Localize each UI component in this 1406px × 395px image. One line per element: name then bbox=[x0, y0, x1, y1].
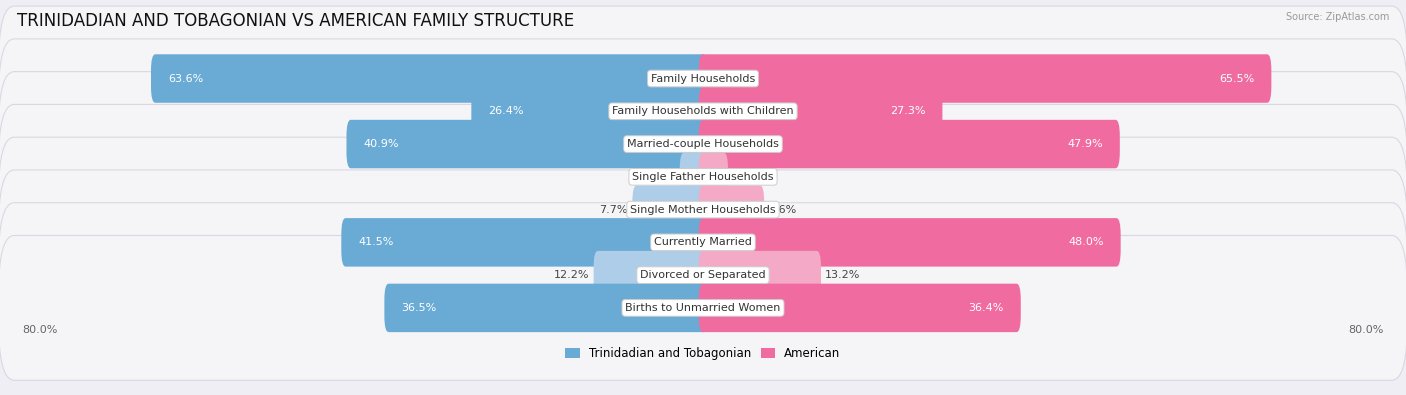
Text: 13.2%: 13.2% bbox=[825, 270, 860, 280]
FancyBboxPatch shape bbox=[633, 185, 707, 234]
Text: TRINIDADIAN AND TOBAGONIAN VS AMERICAN FAMILY STRUCTURE: TRINIDADIAN AND TOBAGONIAN VS AMERICAN F… bbox=[17, 12, 574, 30]
Text: 47.9%: 47.9% bbox=[1067, 139, 1102, 149]
Text: Single Father Households: Single Father Households bbox=[633, 172, 773, 182]
Text: 27.3%: 27.3% bbox=[890, 106, 925, 116]
Text: 7.7%: 7.7% bbox=[599, 205, 628, 214]
FancyBboxPatch shape bbox=[0, 39, 1406, 184]
Text: 2.2%: 2.2% bbox=[647, 172, 675, 182]
Text: Currently Married: Currently Married bbox=[654, 237, 752, 247]
Text: 65.5%: 65.5% bbox=[1219, 73, 1254, 83]
Text: 12.2%: 12.2% bbox=[554, 270, 589, 280]
Text: Births to Unmarried Women: Births to Unmarried Women bbox=[626, 303, 780, 313]
Text: 80.0%: 80.0% bbox=[22, 325, 58, 335]
FancyBboxPatch shape bbox=[0, 6, 1406, 151]
Text: 40.9%: 40.9% bbox=[364, 139, 399, 149]
FancyBboxPatch shape bbox=[342, 218, 707, 267]
FancyBboxPatch shape bbox=[0, 104, 1406, 249]
FancyBboxPatch shape bbox=[699, 185, 763, 234]
Text: Divorced or Separated: Divorced or Separated bbox=[640, 270, 766, 280]
Legend: Trinidadian and Tobagonian, American: Trinidadian and Tobagonian, American bbox=[561, 342, 845, 365]
FancyBboxPatch shape bbox=[150, 54, 707, 103]
FancyBboxPatch shape bbox=[679, 152, 707, 201]
FancyBboxPatch shape bbox=[471, 87, 707, 135]
Text: Family Households: Family Households bbox=[651, 73, 755, 83]
FancyBboxPatch shape bbox=[346, 120, 707, 168]
FancyBboxPatch shape bbox=[699, 54, 1271, 103]
FancyBboxPatch shape bbox=[699, 284, 1021, 332]
FancyBboxPatch shape bbox=[699, 251, 821, 299]
Text: 63.6%: 63.6% bbox=[169, 73, 204, 83]
Text: 80.0%: 80.0% bbox=[1348, 325, 1384, 335]
FancyBboxPatch shape bbox=[384, 284, 707, 332]
FancyBboxPatch shape bbox=[699, 152, 728, 201]
FancyBboxPatch shape bbox=[699, 87, 942, 135]
FancyBboxPatch shape bbox=[0, 71, 1406, 216]
Text: Source: ZipAtlas.com: Source: ZipAtlas.com bbox=[1285, 12, 1389, 22]
Text: 6.6%: 6.6% bbox=[769, 205, 797, 214]
Text: 48.0%: 48.0% bbox=[1069, 237, 1104, 247]
Text: 26.4%: 26.4% bbox=[488, 106, 524, 116]
Text: 36.4%: 36.4% bbox=[969, 303, 1004, 313]
FancyBboxPatch shape bbox=[0, 203, 1406, 348]
Text: 41.5%: 41.5% bbox=[359, 237, 394, 247]
FancyBboxPatch shape bbox=[0, 235, 1406, 380]
FancyBboxPatch shape bbox=[0, 170, 1406, 315]
FancyBboxPatch shape bbox=[0, 137, 1406, 282]
FancyBboxPatch shape bbox=[593, 251, 707, 299]
Text: 2.4%: 2.4% bbox=[733, 172, 761, 182]
Text: Single Mother Households: Single Mother Households bbox=[630, 205, 776, 214]
Text: Family Households with Children: Family Households with Children bbox=[612, 106, 794, 116]
FancyBboxPatch shape bbox=[699, 120, 1119, 168]
Text: 36.5%: 36.5% bbox=[402, 303, 437, 313]
FancyBboxPatch shape bbox=[699, 218, 1121, 267]
Text: Married-couple Households: Married-couple Households bbox=[627, 139, 779, 149]
